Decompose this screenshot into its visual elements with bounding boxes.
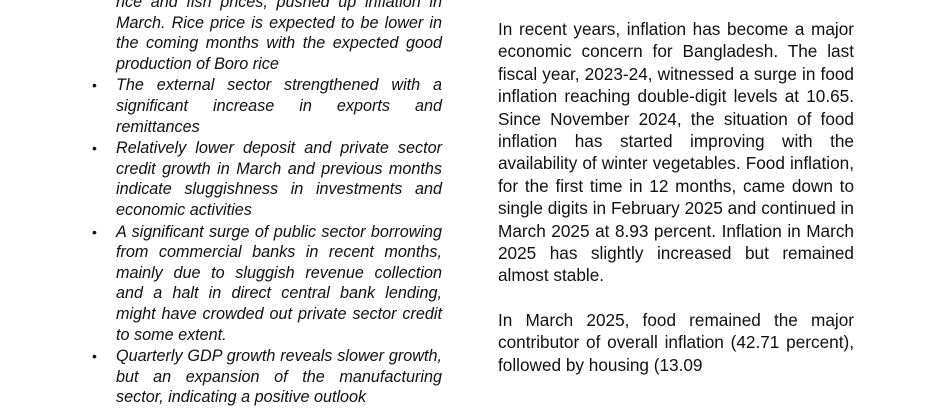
bullet-icon: • (92, 77, 97, 94)
body-paragraph: In recent years, inflation has become a … (498, 19, 854, 286)
highlights-list: rice and fish prices, pushed up inflatio… (92, 0, 442, 408)
list-item-text: The external sector strengthened with a … (116, 76, 442, 136)
bullet-icon: • (92, 348, 97, 365)
list-item-text: rice and fish prices, pushed up inflatio… (116, 0, 442, 73)
body-paragraph: In March 2025, food remained the major c… (498, 309, 854, 375)
bullet-icon: • (92, 140, 97, 157)
list-item: • A significant surge of public sector bo… (92, 222, 442, 346)
list-item: • Quarterly GDP growth reveals slower gro… (92, 346, 442, 408)
left-column: rice and fish prices, pushed up inflatio… (92, 0, 442, 409)
list-item: • Relatively lower deposit and private se… (92, 138, 442, 220)
list-item-text: Relatively lower deposit and private sec… (116, 139, 442, 219)
list-item-continued: rice and fish prices, pushed up inflatio… (92, 0, 442, 74)
list-item-text: Quarterly GDP growth reveals slower grow… (116, 347, 442, 407)
right-column: In recent years, inflation has become a … (498, 18, 854, 398)
bullet-icon: • (92, 223, 97, 240)
list-item-text: A significant surge of public sector bor… (116, 222, 442, 344)
list-item: • The external sector strengthened with a… (92, 75, 442, 137)
